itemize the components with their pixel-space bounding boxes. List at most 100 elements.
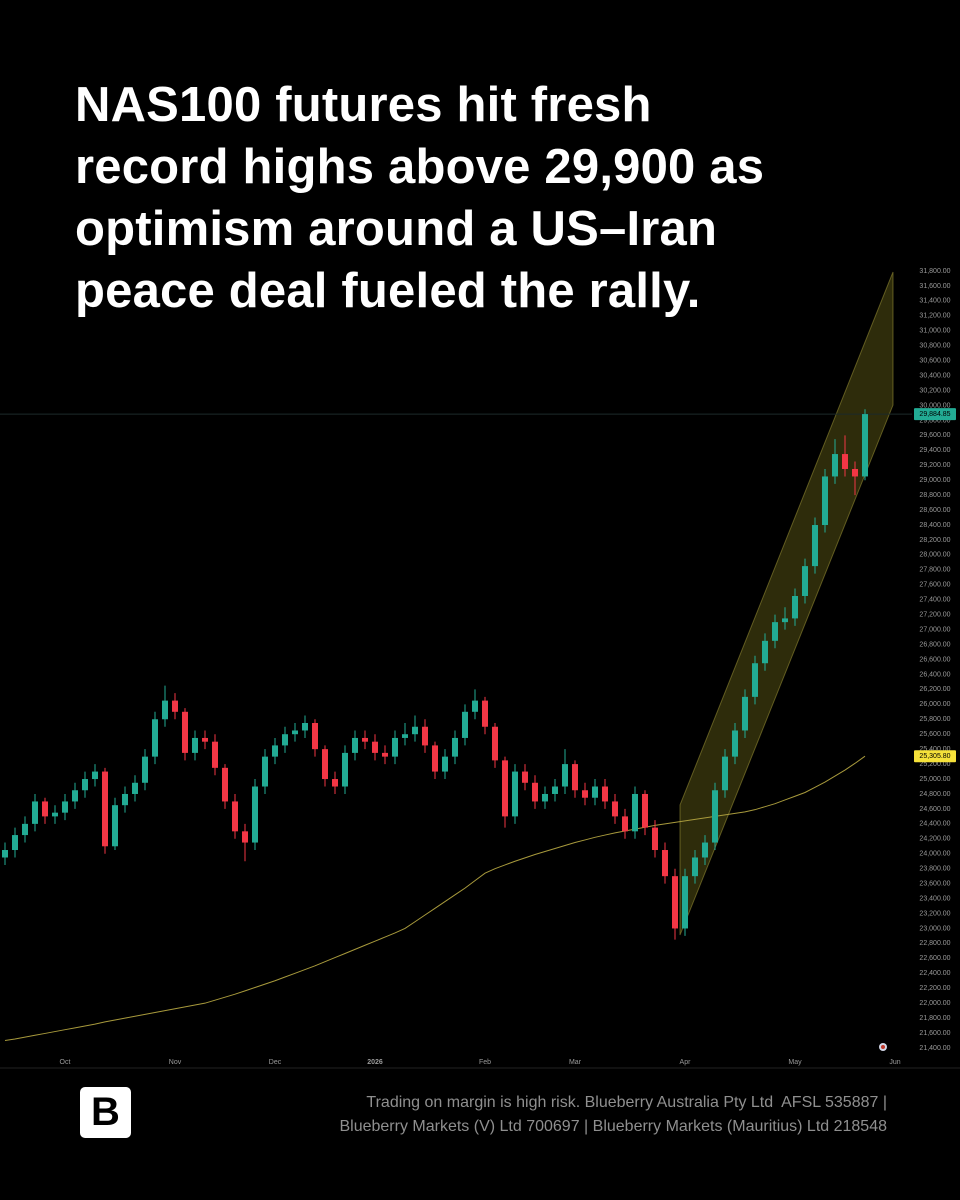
ma-price-box bbox=[914, 750, 956, 763]
candle-body bbox=[352, 737, 358, 753]
x-tick-label: Mar bbox=[569, 1059, 582, 1066]
candle-body bbox=[152, 719, 158, 757]
candle-body bbox=[62, 801, 68, 813]
y-tick-label: 22,000.00 bbox=[919, 1000, 950, 1007]
candle-body bbox=[792, 595, 798, 619]
y-tick-label: 27,800.00 bbox=[919, 567, 950, 574]
candle-body bbox=[52, 812, 58, 817]
candle-body bbox=[752, 663, 758, 697]
candle-body bbox=[362, 737, 368, 742]
y-tick-label: 21,400.00 bbox=[919, 1045, 950, 1052]
y-tick-label: 24,600.00 bbox=[919, 806, 950, 813]
candle-body bbox=[782, 618, 788, 623]
candle-body bbox=[802, 566, 808, 596]
x-tick-label: Dec bbox=[269, 1059, 282, 1066]
candle-body bbox=[212, 741, 218, 768]
last-price-box bbox=[914, 408, 956, 421]
y-tick-label: 26,400.00 bbox=[919, 671, 950, 678]
candle-body bbox=[522, 771, 528, 783]
candle-body bbox=[472, 700, 478, 712]
x-tick-label: May bbox=[788, 1059, 802, 1066]
y-tick-label: 29,800.00 bbox=[919, 417, 950, 424]
candle-body bbox=[462, 711, 468, 738]
y-tick-label: 26,800.00 bbox=[919, 641, 950, 648]
logo: B bbox=[80, 1087, 131, 1138]
candle-body bbox=[532, 782, 538, 802]
y-tick-label: 29,200.00 bbox=[919, 462, 950, 469]
y-tick-label: 23,600.00 bbox=[919, 880, 950, 887]
candle-body bbox=[832, 454, 838, 477]
candle-body bbox=[702, 842, 708, 858]
candle-body bbox=[32, 801, 38, 824]
candle-body bbox=[672, 876, 678, 929]
candle-body bbox=[682, 876, 688, 929]
candle-body bbox=[542, 793, 548, 802]
x-tick-label: Feb bbox=[479, 1059, 491, 1066]
candle-body bbox=[502, 760, 508, 817]
headline-line: optimism around a US–Iran bbox=[75, 202, 718, 256]
candle-body bbox=[202, 737, 208, 742]
candle-body bbox=[172, 700, 178, 712]
candle-body bbox=[102, 771, 108, 847]
y-tick-label: 22,200.00 bbox=[919, 985, 950, 992]
candle-body bbox=[22, 823, 28, 836]
ma-price-label: 25,305.80 bbox=[919, 753, 950, 760]
candle-body bbox=[622, 816, 628, 832]
y-tick-label: 23,800.00 bbox=[919, 866, 950, 873]
candle-body bbox=[92, 771, 98, 780]
candle-body bbox=[112, 805, 118, 847]
candle-body bbox=[452, 737, 458, 757]
candle-body bbox=[252, 786, 258, 843]
y-tick-label: 28,600.00 bbox=[919, 507, 950, 514]
candle-body bbox=[492, 726, 498, 761]
candle-body bbox=[412, 726, 418, 735]
last-price-label: 29,884.85 bbox=[919, 411, 950, 418]
candle-body bbox=[632, 793, 638, 832]
y-tick-label: 28,400.00 bbox=[919, 522, 950, 529]
y-tick-label: 28,800.00 bbox=[919, 492, 950, 499]
candle-body bbox=[662, 850, 668, 877]
candle-body bbox=[572, 764, 578, 791]
candle-body bbox=[772, 622, 778, 641]
candle-body bbox=[602, 786, 608, 802]
y-tick-label: 30,600.00 bbox=[919, 357, 950, 364]
y-tick-label: 30,200.00 bbox=[919, 387, 950, 394]
y-tick-label: 29,600.00 bbox=[919, 432, 950, 439]
candle-body bbox=[722, 756, 728, 791]
y-tick-label: 23,000.00 bbox=[919, 925, 950, 932]
candle-body bbox=[372, 741, 378, 753]
headline-line: record highs above 29,900 as bbox=[75, 140, 765, 194]
y-tick-label: 27,000.00 bbox=[919, 626, 950, 633]
candle-body bbox=[862, 414, 868, 477]
y-tick-label: 24,800.00 bbox=[919, 791, 950, 798]
candle-body bbox=[42, 801, 48, 817]
y-tick-label: 26,000.00 bbox=[919, 701, 950, 708]
y-tick-label: 28,200.00 bbox=[919, 537, 950, 544]
candle-body bbox=[72, 790, 78, 802]
y-tick-label: 29,000.00 bbox=[919, 477, 950, 484]
y-tick-label: 28,000.00 bbox=[919, 552, 950, 559]
candle-body bbox=[592, 786, 598, 798]
y-tick-label: 22,600.00 bbox=[919, 955, 950, 962]
y-tick-label: 27,600.00 bbox=[919, 582, 950, 589]
y-tick-label: 30,000.00 bbox=[919, 402, 950, 409]
y-tick-label: 24,000.00 bbox=[919, 851, 950, 858]
y-tick-label: 23,200.00 bbox=[919, 910, 950, 917]
candle-body bbox=[612, 801, 618, 817]
candle-body bbox=[842, 454, 848, 469]
candle-body bbox=[2, 850, 8, 858]
candle-body bbox=[442, 756, 448, 772]
y-tick-label: 25,200.00 bbox=[919, 761, 950, 768]
candle-body bbox=[552, 786, 558, 794]
y-tick-label: 26,200.00 bbox=[919, 686, 950, 693]
candle-body bbox=[262, 756, 268, 787]
candle-body bbox=[142, 756, 148, 783]
candle-body bbox=[402, 734, 408, 738]
candle-body bbox=[762, 640, 768, 664]
candle-body bbox=[12, 835, 18, 851]
candle-body bbox=[652, 827, 658, 851]
candle-body bbox=[282, 734, 288, 746]
candle-body bbox=[742, 696, 748, 731]
candle-body bbox=[382, 752, 388, 757]
